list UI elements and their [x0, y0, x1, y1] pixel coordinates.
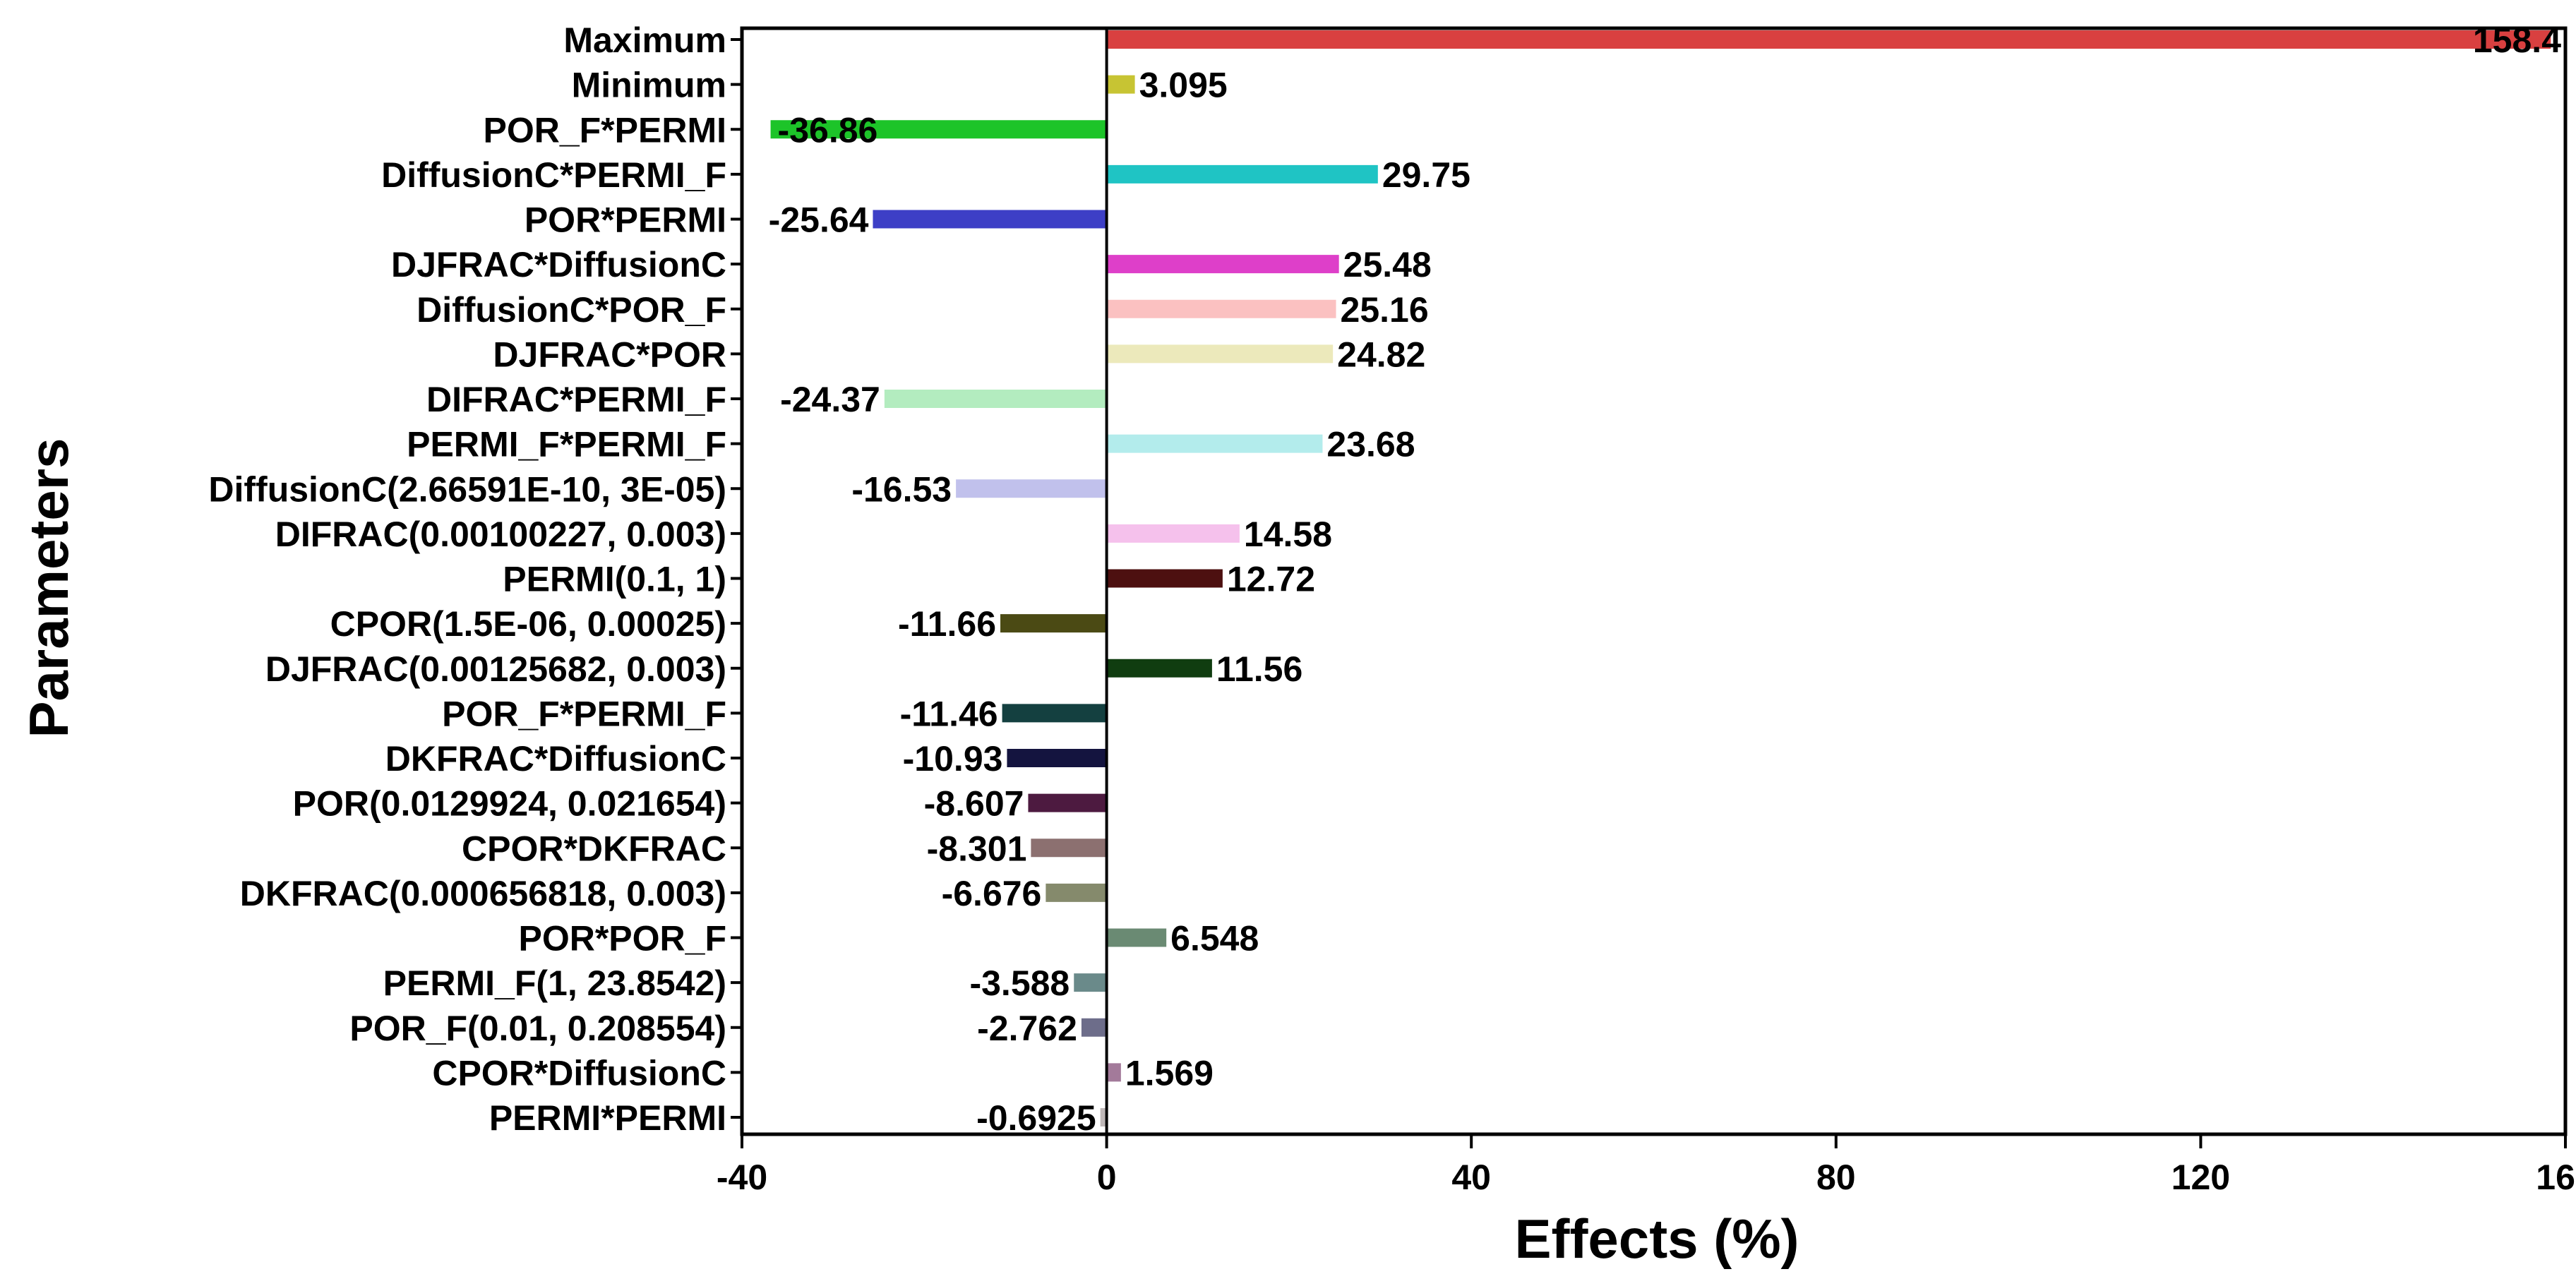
- x-tick-label: -40: [717, 1158, 767, 1197]
- category-label: DKFRAC(0.000656818, 0.003): [240, 874, 726, 913]
- category-label: DiffusionC*POR_F: [417, 290, 726, 330]
- x-tick-label: 120: [2171, 1158, 2230, 1197]
- bar-difrac-0-00100227-0-003: [1106, 524, 1240, 543]
- category-label: Minimum: [572, 66, 726, 105]
- value-label: 25.48: [1343, 245, 1432, 284]
- value-label: -11.46: [900, 694, 998, 733]
- plot-border: [740, 26, 2568, 1136]
- bar-por-f-0-01-0-208554: [1081, 1018, 1107, 1037]
- value-label: 1.569: [1125, 1053, 1214, 1093]
- bar-djfrac-por: [1106, 344, 1334, 363]
- category-label: POR_F*PERMI: [483, 110, 726, 150]
- x-tick-label: 160: [2536, 1158, 2576, 1197]
- category-label: DJFRAC*DiffusionC: [391, 245, 726, 284]
- value-label: 14.58: [1244, 515, 1332, 554]
- x-tick-label: 0: [1097, 1158, 1117, 1197]
- category-label: CPOR(1.5E-06, 0.00025): [330, 604, 726, 644]
- value-label: -25.64: [769, 200, 869, 240]
- bar-por-0-0129924-0-021654: [1028, 793, 1107, 812]
- value-label: -3.588: [969, 963, 1070, 1003]
- bar-permi-0-1-1: [1106, 569, 1223, 588]
- value-label: -10.93: [903, 739, 1003, 779]
- value-label: -16.53: [851, 469, 952, 509]
- category-label: POR_F(0.01, 0.208554): [349, 1009, 726, 1048]
- value-label: 3.095: [1139, 66, 1228, 105]
- bar-por-f-permi: [770, 120, 1107, 139]
- x-tick-label: 40: [1451, 1158, 1491, 1197]
- value-label: 29.75: [1382, 155, 1470, 195]
- value-label: 6.548: [1170, 919, 1259, 959]
- category-label: PERMI*PERMI: [489, 1098, 726, 1138]
- category-label: CPOR*DKFRAC: [462, 829, 726, 868]
- category-label: DKFRAC*DiffusionC: [385, 739, 726, 779]
- bar-dkfrac-0-000656818-0-003: [1046, 883, 1107, 902]
- value-label: -36.86: [778, 110, 878, 150]
- value-label: -24.37: [780, 380, 880, 419]
- bar-permi-f-1-23-8542: [1074, 973, 1107, 992]
- category-label: DIFRAC(0.00100227, 0.003): [275, 515, 726, 554]
- category-label: DJFRAC(0.00125682, 0.003): [265, 649, 726, 689]
- category-label: PERMI_F(1, 23.8542): [383, 963, 726, 1003]
- value-label: 158.4: [2473, 20, 2561, 60]
- bar-por-f-permi-f: [1002, 704, 1107, 723]
- category-label: CPOR*DiffusionC: [432, 1053, 726, 1093]
- bar-permi-permi: [1100, 1108, 1107, 1126]
- plot-frame: [740, 26, 2568, 1136]
- category-label: POR_F*PERMI_F: [442, 694, 726, 733]
- bar-dkfrac-diffusionc: [1007, 749, 1107, 767]
- category-label: DiffusionC*PERMI_F: [381, 155, 726, 195]
- bar-djfrac-diffusionc: [1106, 255, 1339, 274]
- category-labels: Maximum Minimum POR_F*PERMI DiffusionC*PERM…: [208, 20, 726, 1138]
- value-label: -6.676: [942, 874, 1042, 913]
- category-label: DiffusionC(2.66591E-10, 3E-05): [208, 469, 726, 509]
- bars-layer: [770, 30, 2551, 1126]
- value-label: 23.68: [1326, 425, 1415, 464]
- bar-diffusionc-por-f: [1106, 299, 1336, 318]
- bar-por-por-f: [1106, 928, 1167, 947]
- x-axis-title: Effects (%): [1514, 1208, 1799, 1270]
- x-tick-label: 80: [1816, 1158, 1856, 1197]
- category-label: POR*PERMI: [525, 200, 726, 240]
- bar-minimum: [1106, 75, 1135, 94]
- bar-cpor-1-5e-06-0-00025: [1000, 614, 1107, 633]
- value-label: 25.16: [1341, 290, 1429, 330]
- category-label: POR(0.0129924, 0.021654): [293, 784, 726, 824]
- category-label: Maximum: [563, 20, 726, 60]
- bar-diffusionc-2-66591e-10-3e-05: [956, 479, 1107, 498]
- bar-cpor-diffusionc: [1106, 1063, 1121, 1082]
- value-label: -11.66: [898, 604, 996, 644]
- value-label: 12.72: [1227, 560, 1315, 599]
- value-label: 11.56: [1216, 649, 1302, 689]
- value-label: -0.6925: [976, 1098, 1096, 1138]
- value-label: -2.762: [977, 1009, 1077, 1048]
- y-axis-title: Parameters: [18, 438, 80, 738]
- x-axis-ticks: -40 0 40 80 120 160: [717, 38, 2576, 1197]
- bar-por-permi: [873, 210, 1107, 229]
- bar-cpor-dkfrac: [1031, 839, 1107, 858]
- category-label: POR*POR_F: [518, 919, 726, 959]
- value-label: 24.82: [1337, 335, 1425, 374]
- bar-permi-f-permi-f: [1106, 434, 1323, 453]
- value-label: -8.607: [924, 784, 1024, 824]
- bar-maximum: [1106, 30, 2551, 49]
- bar-difrac-permi-f: [884, 390, 1107, 408]
- category-label: PERMI(0.1, 1): [503, 560, 726, 599]
- bar-diffusionc-permi-f: [1106, 164, 1378, 184]
- value-labels: 158.4 3.095 -36.86 29.75 -25.64 25.48 25.16 24.…: [769, 20, 2562, 1138]
- bar-djfrac-0-00125682-0-003: [1106, 659, 1212, 678]
- value-label: -8.301: [927, 829, 1027, 868]
- category-label: DJFRAC*POR: [493, 335, 726, 374]
- category-label: PERMI_F*PERMI_F: [407, 425, 726, 464]
- category-label: DIFRAC*PERMI_F: [426, 380, 726, 419]
